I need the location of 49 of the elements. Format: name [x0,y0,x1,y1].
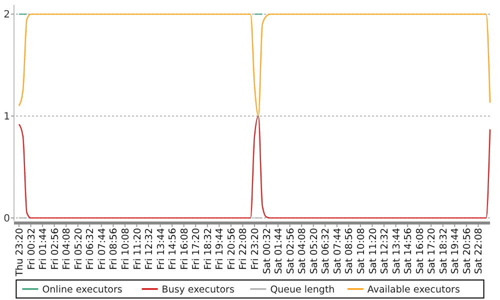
legend-label: Queue length [270,284,335,296]
x-tick-label: Sat 10:08 [356,228,367,274]
x-tick-label: Sat 20:56 [462,228,473,274]
x-tick-label: Sat 12:32 [380,228,391,274]
x-tick-label: Sat 14:56 [403,228,414,274]
x-tick-label: Fri 10:08 [120,228,132,270]
x-tick-label: Sat 01:44 [274,228,285,274]
x-tick-label: Fri 14:56 [168,228,179,270]
x-tick-label: Sat 17:20 [426,228,438,274]
x-tick-label: Sat 06:32 [320,228,332,274]
x-tick-label: Fri 20:56 [226,228,238,270]
x-tick-label: Fri 04:08 [62,228,73,270]
x-tick-label: Fri 07:44 [96,228,108,270]
x-tick-label: Sat 00:32 [262,228,273,274]
x-tick-label: Fri 11:20 [132,228,144,270]
x-tick-label: Sat 04:08 [297,228,308,274]
line-series [18,14,491,117]
x-tick-label: Sat 18:32 [438,228,450,274]
line-series [18,115,491,219]
x-tick-label: Fri 12:32 [144,228,156,270]
x-tick-label: Fri 19:44 [214,228,226,270]
x-tick-label: Sat 13:44 [391,228,402,274]
x-tick-label: Sat 11:20 [368,228,379,274]
y-tick-label: 1 [4,112,10,123]
x-tick-label: Fri 22:08 [238,228,250,270]
legend-label: Busy executors [162,284,234,296]
x-tick-label: Thu 23:20 [14,228,26,278]
x-tick-label: Fri 18:32 [202,228,214,270]
x-tick-label: Sat 05:20 [308,228,320,274]
x-tick-label: Fri 13:44 [156,228,167,270]
x-tick-label: Sat 16:08 [414,228,426,274]
y-tick-label: 0 [4,213,10,224]
x-tick-label: Fri 08:56 [108,228,120,270]
x-tick-label: Fri 05:20 [73,228,84,270]
x-tick-label: Fri 01:44 [38,228,50,270]
x-tick-label: Fri 23:20 [250,228,261,270]
x-tick-label: Fri 17:20 [191,228,202,270]
x-tick-label: Fri 02:56 [50,228,61,270]
x-tick-label: Fri 00:32 [26,228,38,270]
x-tick-label: Sat 02:56 [285,228,296,274]
legend-label: Online executors [42,284,122,296]
x-tick-label: Sat 22:08 [474,228,485,274]
x-tick-label: Sat 08:56 [344,228,356,274]
legend-label: Available executors [367,284,460,296]
y-tick-label: 2 [4,10,10,21]
x-tick-label: Sat 19:44 [450,228,462,274]
x-tick-label: Sat 07:44 [332,228,344,274]
x-tick-label: Fri 16:08 [179,228,190,270]
x-tick-label: Fri 06:32 [85,228,96,270]
